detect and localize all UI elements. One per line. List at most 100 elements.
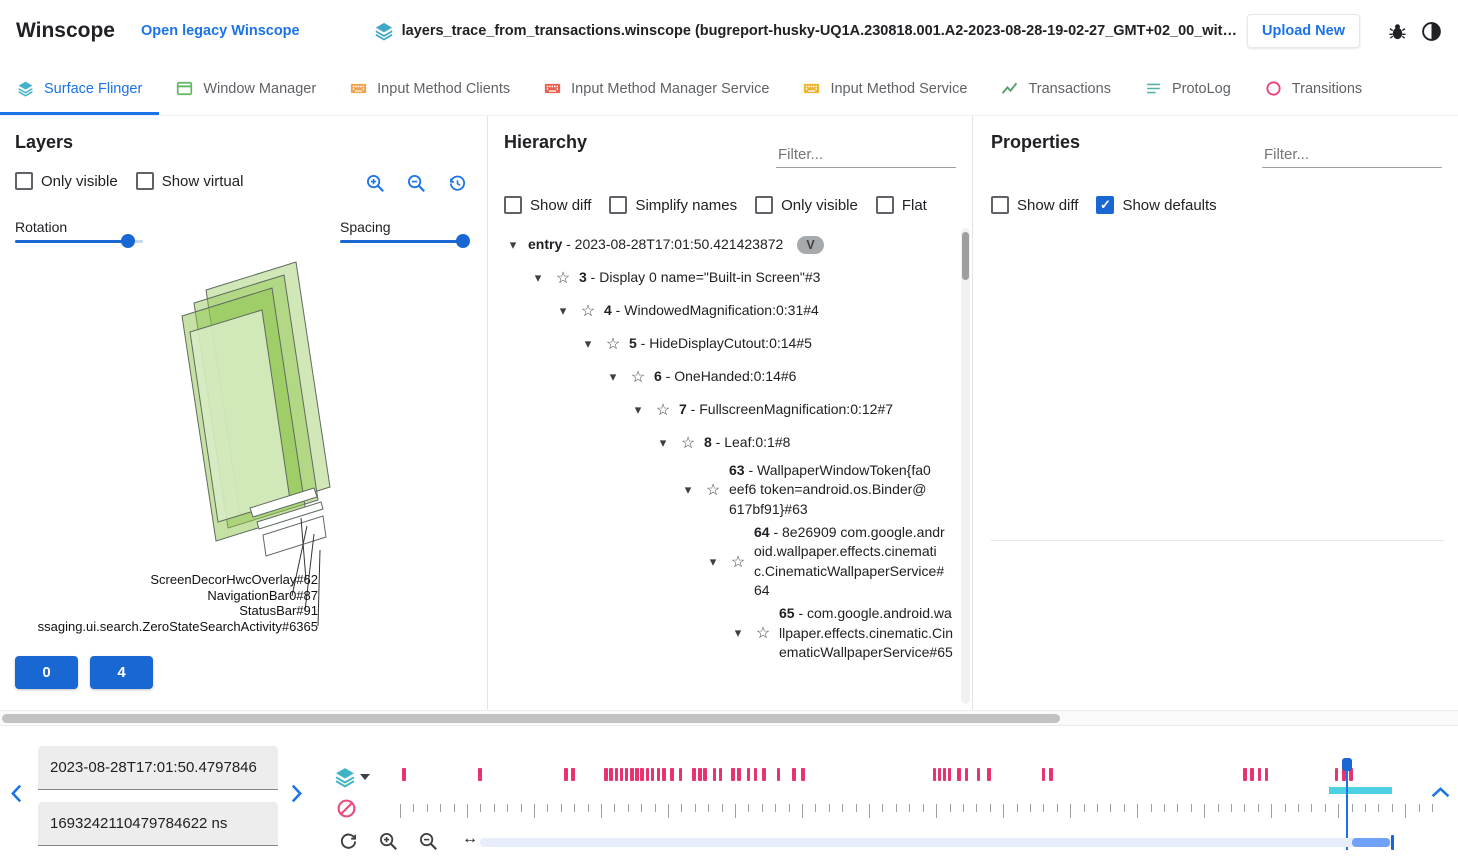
transaction-event-mark[interactable] xyxy=(703,768,707,781)
checkbox-show-virtual[interactable]: Show virtual xyxy=(135,172,243,190)
transaction-event-mark[interactable] xyxy=(630,768,634,781)
chevron-down-icon[interactable]: ▾ xyxy=(584,335,592,351)
transaction-event-mark[interactable] xyxy=(957,768,961,781)
tree-node-3[interactable]: ▾ ☆ 3 - Display 0 name="Built-in Screen"#3 xyxy=(488,261,958,294)
transaction-event-mark[interactable] xyxy=(635,768,639,781)
transaction-event-mark[interactable] xyxy=(614,768,619,781)
transaction-event-mark[interactable] xyxy=(712,768,717,781)
reset-view-icon[interactable] xyxy=(448,174,467,193)
transaction-event-mark[interactable] xyxy=(776,768,781,781)
timeline-minimap[interactable] xyxy=(480,835,1394,850)
checkbox-box[interactable] xyxy=(15,172,33,190)
chevron-down-icon[interactable]: ▾ xyxy=(534,269,542,285)
prev-entry-chevron[interactable] xyxy=(10,784,23,803)
checkbox-box[interactable] xyxy=(755,196,774,214)
transaction-event-mark[interactable] xyxy=(731,768,735,781)
chevron-down-icon[interactable]: ▾ xyxy=(659,434,667,450)
transaction-event-mark[interactable] xyxy=(932,768,936,781)
tree-node-63[interactable]: ▾ ☆ 63 - WallpaperWindowToken{fa0eef6 toke… xyxy=(488,459,958,521)
tab-transitions[interactable]: Transitions xyxy=(1248,62,1379,115)
transaction-event-mark[interactable] xyxy=(1250,768,1254,781)
transaction-event-mark[interactable] xyxy=(942,768,947,781)
properties-filter-input[interactable] xyxy=(1262,142,1442,168)
tab-surface-flinger[interactable]: Surface Flinger xyxy=(0,62,159,115)
tab-window-manager[interactable]: Window Manager xyxy=(159,62,333,115)
transaction-event-mark[interactable] xyxy=(645,768,650,781)
tree-node-7[interactable]: ▾ ☆ 7 - FullscreenMagnification:0:12#7 xyxy=(488,393,958,426)
tree-node-65[interactable]: ▾ ☆ 65 - com.google.android.wallpaper.effe… xyxy=(488,602,958,664)
rotation-slider-thumb[interactable] xyxy=(120,234,135,248)
checkbox-show-diff[interactable]: Show diff xyxy=(504,196,591,214)
timeline-cursor-handle[interactable] xyxy=(1342,758,1353,771)
upload-new-button[interactable]: Upload New xyxy=(1247,14,1360,48)
transaction-event-mark[interactable] xyxy=(402,768,406,781)
chevron-down-icon[interactable]: ▾ xyxy=(559,302,567,318)
transaction-event-mark[interactable] xyxy=(1334,768,1339,781)
star-icon[interactable]: ☆ xyxy=(755,625,771,643)
transaction-event-mark[interactable] xyxy=(678,768,683,781)
transaction-event-mark[interactable] xyxy=(1264,768,1269,781)
transaction-event-mark[interactable] xyxy=(619,768,624,781)
transaction-event-mark[interactable] xyxy=(762,768,766,781)
transaction-event-mark[interactable] xyxy=(1041,768,1046,781)
dark-mode-toggle-icon[interactable] xyxy=(1421,21,1442,42)
checkbox-box[interactable]: ✓ xyxy=(1096,196,1115,214)
transaction-event-mark[interactable] xyxy=(753,768,758,781)
transaction-event-mark[interactable] xyxy=(737,768,741,781)
checkbox-only-visible[interactable]: Only visible xyxy=(755,196,858,214)
transaction-event-mark[interactable] xyxy=(571,768,575,781)
transaction-event-mark[interactable] xyxy=(692,768,696,781)
tree-node-4[interactable]: ▾ ☆ 4 - WindowedMagnification:0:31#4 xyxy=(488,294,958,327)
transaction-event-mark[interactable] xyxy=(1257,768,1262,781)
tab-input-method-service[interactable]: Input Method Service xyxy=(786,62,984,115)
transaction-event-mark[interactable] xyxy=(624,768,629,781)
transaction-event-mark[interactable] xyxy=(1349,768,1353,781)
layers-3d-view[interactable] xyxy=(0,250,487,650)
chevron-down-icon[interactable]: ▾ xyxy=(609,368,617,384)
transaction-event-mark[interactable] xyxy=(564,768,568,781)
star-icon[interactable]: ☆ xyxy=(655,401,671,419)
trace-selector-caret[interactable] xyxy=(360,774,370,780)
tab-input-method-clients[interactable]: Input Method Clients xyxy=(333,62,527,115)
star-icon[interactable]: ☆ xyxy=(605,335,621,353)
rotation-slider[interactable] xyxy=(15,234,143,248)
next-entry-chevron[interactable] xyxy=(290,784,303,803)
transaction-event-mark[interactable] xyxy=(640,768,644,781)
zoom-out-icon[interactable] xyxy=(407,174,426,193)
layer-label[interactable]: ssaging.ui.search.ZeroStateSearchActivit… xyxy=(37,618,318,634)
tab-input-method-manager-service[interactable]: Input Method Manager Service xyxy=(527,62,786,115)
star-icon[interactable]: ☆ xyxy=(630,368,646,386)
bug-report-icon[interactable] xyxy=(1388,22,1407,41)
minimap-resize-handle[interactable]: ↔ xyxy=(462,830,478,847)
surface-flinger-trace-icon[interactable] xyxy=(334,766,370,788)
layer-label[interactable]: ScreenDecorHwcOverlay#62 xyxy=(150,572,318,587)
transaction-event-mark[interactable] xyxy=(609,768,613,781)
checkbox-flat[interactable]: Flat xyxy=(875,196,927,214)
star-icon[interactable]: ☆ xyxy=(580,302,596,320)
timestamp-input[interactable]: 2023-08-28T17:01:50.4797846 xyxy=(38,746,278,790)
transaction-event-mark[interactable] xyxy=(746,768,751,781)
transaction-event-mark[interactable] xyxy=(662,768,666,781)
hierarchy-scrollbar[interactable] xyxy=(961,228,970,704)
timeline-strip[interactable] xyxy=(400,756,1433,852)
transaction-event-mark[interactable] xyxy=(698,768,702,781)
display-button-0[interactable]: 0 xyxy=(15,656,78,689)
checkbox-box[interactable] xyxy=(991,196,1009,214)
horizontal-scrollbar[interactable] xyxy=(0,710,1458,726)
display-button-4[interactable]: 4 xyxy=(90,656,153,689)
refresh-icon[interactable] xyxy=(339,832,358,851)
layer-label[interactable]: NavigationBar0#87 xyxy=(207,587,318,603)
checkbox-only-visible[interactable]: Only visible xyxy=(15,172,118,190)
transaction-event-mark[interactable] xyxy=(792,768,796,781)
expand-timeline-chevron[interactable] xyxy=(1431,786,1450,799)
chevron-down-icon[interactable]: ▾ xyxy=(709,553,717,569)
transaction-event-mark[interactable] xyxy=(801,768,805,781)
transactions-trace-icon[interactable] xyxy=(336,798,357,819)
checkbox-show-defaults[interactable]: ✓ Show defaults xyxy=(1096,196,1217,214)
transaction-event-mark[interactable] xyxy=(1342,768,1346,781)
star-icon[interactable]: ☆ xyxy=(730,553,746,571)
open-legacy-winscope-link[interactable]: Open legacy Winscope xyxy=(141,23,300,39)
transaction-event-mark[interactable] xyxy=(1243,768,1247,781)
chevron-down-icon[interactable]: ▾ xyxy=(634,401,642,417)
timeline-zoom-out-icon[interactable] xyxy=(419,832,438,851)
